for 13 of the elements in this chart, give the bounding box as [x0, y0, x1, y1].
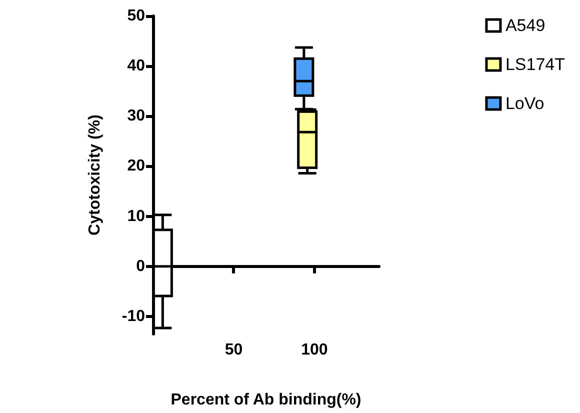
y-tick-label: 10: [127, 208, 146, 225]
y-tick-label: 50: [127, 8, 146, 24]
legend-label: LoVo: [505, 94, 544, 113]
y-tick-label: 20: [127, 158, 146, 175]
legend-label: A549: [505, 16, 546, 35]
legend-label: LS174T: [505, 55, 566, 74]
y-tick-label: 0: [136, 258, 146, 275]
x-tick-label: 100: [301, 342, 328, 358]
y-tick-label: 40: [127, 58, 146, 75]
y-axis-title: Cytotoxicity (%): [86, 114, 104, 236]
y-tick-label: 30: [127, 108, 146, 125]
y-tick-label: -10: [122, 308, 146, 325]
x-axis-title: Percent of Ab binding(%): [170, 392, 362, 408]
